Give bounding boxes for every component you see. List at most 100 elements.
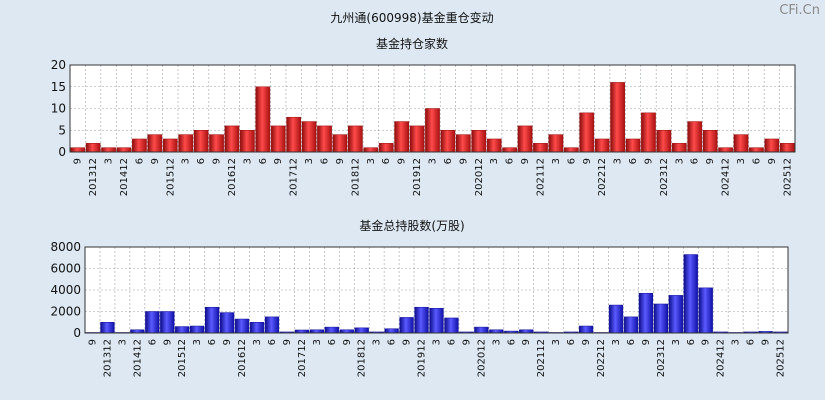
x-tick-label: 202312: [656, 339, 667, 377]
bar: [209, 134, 224, 153]
y-tick-label: 10: [51, 102, 66, 116]
x-tick-label: 9: [162, 339, 173, 345]
bar: [764, 138, 780, 153]
x-tick-label: 9: [273, 158, 284, 164]
x-tick-label: 9: [335, 158, 346, 164]
bar: [668, 295, 683, 334]
x-tick-label: 201312: [102, 339, 113, 377]
bar: [749, 147, 764, 153]
y-tick-label: 8000: [50, 240, 81, 254]
x-tick-label: 6: [196, 158, 207, 164]
x-tick-label: 3: [674, 158, 685, 164]
bar: [779, 143, 795, 153]
bar: [579, 112, 595, 153]
x-tick-label: 9: [150, 158, 161, 164]
x-tick-label: 3: [611, 339, 622, 345]
y-tick-label: 2000: [50, 305, 81, 319]
x-tick-label: 202512: [782, 158, 793, 196]
bar: [348, 125, 363, 153]
x-tick-label: 201612: [237, 339, 248, 377]
bar: [70, 147, 86, 153]
x-tick-label: 9: [705, 158, 716, 164]
bar: [162, 138, 178, 153]
x-tick-label: 201612: [227, 158, 238, 196]
bar: [548, 134, 564, 153]
page-title: 九州通(600998)基金重仓变动: [330, 10, 493, 25]
bar: [249, 322, 265, 334]
x-tick-label: 201812: [357, 339, 368, 377]
x-tick-label: 3: [731, 339, 742, 345]
x-tick-label: 202012: [474, 158, 485, 196]
bar: [683, 254, 698, 334]
bar: [502, 147, 517, 153]
x-tick-label: 201712: [289, 158, 300, 196]
bar: [610, 82, 625, 153]
x-tick-label: 201912: [417, 339, 428, 377]
x-tick-label: 202512: [776, 339, 787, 377]
bar: [85, 143, 101, 153]
bar: [399, 317, 414, 334]
x-tick-label: 6: [628, 158, 639, 164]
x-tick-label: 6: [746, 339, 757, 345]
bar: [116, 147, 132, 153]
bar: [147, 134, 163, 153]
x-tick-label: 202112: [536, 339, 547, 377]
x-tick-label: 6: [566, 339, 577, 345]
x-tick-label: 202212: [597, 158, 608, 196]
bar: [224, 125, 240, 153]
x-tick-label: 9: [73, 158, 84, 164]
bar: [101, 147, 116, 153]
bar: [429, 308, 444, 334]
bar: [471, 130, 487, 153]
bar: [332, 134, 348, 153]
bar: [653, 303, 668, 334]
x-tick-label: 6: [320, 158, 331, 164]
bar: [718, 147, 733, 153]
bar: [671, 143, 687, 153]
x-tick-label: 9: [87, 339, 98, 345]
x-tick-label: 9: [397, 158, 408, 164]
x-tick-label: 6: [134, 158, 145, 164]
bar: [286, 116, 302, 153]
x-tick-label: 9: [458, 158, 469, 164]
x-tick-label: 6: [446, 339, 457, 345]
x-tick-label: 201512: [177, 339, 188, 377]
bar: [317, 125, 332, 153]
bar: [444, 317, 459, 334]
x-tick-label: 9: [212, 158, 223, 164]
x-tick-label: 3: [372, 339, 383, 345]
x-tick-label: 9: [521, 339, 532, 345]
bar: [132, 138, 147, 153]
bar: [578, 325, 594, 334]
plot-border: [69, 64, 796, 153]
bar: [193, 130, 209, 153]
bar: [486, 138, 502, 153]
x-tick-label: 3: [736, 158, 747, 164]
bar: [608, 304, 624, 334]
x-tick-label: 202412: [721, 158, 732, 196]
y-tick-label: 4000: [50, 283, 81, 297]
bar: [687, 121, 703, 153]
x-tick-label: 201912: [412, 158, 423, 196]
x-tick-label: 3: [432, 339, 443, 345]
x-tick-label: 9: [643, 158, 654, 164]
bar: [702, 130, 718, 153]
x-tick-label: 6: [506, 339, 517, 345]
x-tick-label: 201812: [350, 158, 361, 196]
bar: [425, 108, 440, 153]
x-tick-label: 201312: [88, 158, 99, 196]
x-tick-label: 3: [252, 339, 263, 345]
bar: [219, 312, 235, 334]
x-tick-label: 6: [751, 158, 762, 164]
bar: [414, 306, 429, 334]
bar: [394, 121, 409, 153]
x-tick-label: 6: [626, 339, 637, 345]
x-tick-label: 9: [582, 158, 593, 164]
x-tick-label: 201512: [165, 158, 176, 196]
x-tick-label: 3: [551, 339, 562, 345]
bar: [175, 326, 190, 334]
x-tick-label: 3: [428, 158, 439, 164]
